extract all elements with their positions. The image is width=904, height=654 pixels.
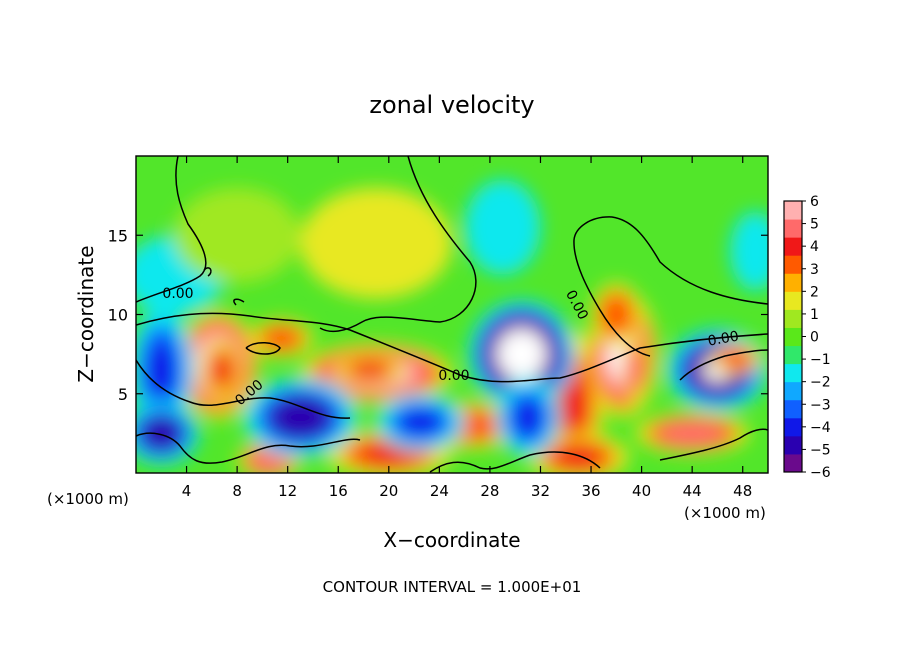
- x-tick-label: 24: [430, 482, 449, 500]
- y-tick-label: 15: [108, 226, 128, 245]
- velocity-region: [376, 393, 465, 451]
- velocity-region: [249, 319, 313, 358]
- colorbar-swatch: [784, 255, 802, 274]
- x-unit-left: (×1000 m): [47, 490, 129, 508]
- contour-label: 0.00: [438, 368, 469, 384]
- velocity-region: [136, 401, 200, 466]
- x-tick-label: 4: [182, 482, 192, 500]
- colorbar-tick-label: −1: [810, 352, 831, 368]
- colorbar-swatch: [784, 417, 802, 437]
- velocity-region: [173, 187, 301, 283]
- x-axis: 4 8 12 16 20 24 28 32 36 40 44 48: [182, 156, 752, 500]
- colorbar-tick-label: −3: [810, 397, 831, 413]
- x-tick-label: 12: [278, 482, 297, 500]
- x-tick-label: 20: [379, 482, 398, 500]
- colorbar-swatch: [784, 201, 802, 220]
- colorbar-tick-label: −4: [810, 420, 831, 436]
- colorbar-swatch: [784, 273, 802, 292]
- colorbar-tick-label: −5: [810, 442, 831, 458]
- x-tick-label: 32: [531, 482, 550, 500]
- chart-title: zonal velocity: [369, 91, 534, 119]
- colorbar-tick-label: −2: [810, 375, 831, 391]
- contour-line: [203, 267, 212, 277]
- x-tick-label: 40: [632, 482, 651, 500]
- colorbar-swatch: [784, 381, 802, 401]
- x-tick-label: 28: [480, 482, 499, 500]
- contour-line: [233, 298, 245, 306]
- velocity-region: [496, 377, 560, 458]
- contour-line: [245, 342, 281, 355]
- x-axis-label: X−coordinate: [383, 528, 520, 552]
- colorbar-swatch: [784, 363, 802, 383]
- y-axis-label: Z−coordinate: [74, 245, 98, 382]
- colorbar-swatch: [784, 435, 802, 455]
- colorbar-swatch: [784, 291, 802, 310]
- velocity-region: [464, 179, 541, 275]
- colorbar-swatch: [784, 345, 802, 365]
- velocity-region: [201, 338, 243, 402]
- contour-line: [136, 432, 361, 464]
- colorbar-tick-label: 1: [810, 307, 819, 323]
- contour-line: [136, 359, 351, 419]
- contour-label: 0.00: [162, 286, 193, 302]
- x-tick-label: 48: [733, 482, 752, 500]
- colorbar-tick-label: 2: [810, 284, 819, 300]
- x-tick-label: 36: [581, 482, 600, 500]
- x-tick-label: 16: [329, 482, 348, 500]
- velocity-region: [334, 354, 406, 386]
- colorbar-tick-label: 4: [810, 239, 819, 255]
- contour-line: [679, 349, 768, 381]
- colorbar-tick-label: 6: [810, 194, 819, 210]
- colorbar-swatch: [784, 309, 802, 328]
- y-tick-label: 5: [118, 385, 128, 404]
- colorbar-swatch: [784, 399, 802, 419]
- contour-line: [136, 156, 207, 303]
- contour-label: 0.00: [707, 328, 740, 349]
- contour-line: [429, 451, 601, 473]
- velocity-region: [300, 187, 452, 299]
- y-axis: 5 10 15: [108, 226, 768, 404]
- velocity-region: [635, 412, 750, 454]
- x-tick-label: 8: [232, 482, 242, 500]
- colorbar-tick-label: −6: [810, 465, 831, 481]
- velocity-region: [591, 282, 642, 347]
- colorbar: 6 5 4 3 2 1 0 −1 −2 −3 −4 −5 −6: [783, 194, 831, 481]
- colorbar-swatch: [784, 453, 802, 473]
- colorbar-swatch: [784, 237, 802, 256]
- colorbar-tick-label: 3: [810, 262, 819, 278]
- velocity-region: [237, 441, 301, 473]
- colorbar-swatch: [784, 219, 802, 238]
- colorbar-swatch: [784, 327, 802, 347]
- contour-interval-note: CONTOUR INTERVAL = 1.000E+01: [323, 578, 582, 596]
- y-tick-label: 10: [108, 306, 128, 325]
- x-tick-label: 44: [683, 482, 702, 500]
- velocity-region: [527, 433, 629, 473]
- velocity-region: [136, 306, 193, 434]
- velocity-region: [666, 328, 768, 412]
- contour-line: [659, 428, 768, 461]
- x-unit-right: (×1000 m): [684, 504, 766, 522]
- contour-line: [573, 216, 768, 357]
- plot-area: 0.000.000.000.000.00: [135, 155, 769, 474]
- colorbar-tick-label: 5: [810, 217, 819, 233]
- contour-line: [136, 312, 768, 383]
- velocity-region: [622, 338, 648, 402]
- velocity-region: [730, 211, 768, 291]
- velocity-region: [711, 343, 762, 375]
- contour-line: [319, 156, 477, 333]
- colorbar-tick-label: 0: [810, 330, 819, 346]
